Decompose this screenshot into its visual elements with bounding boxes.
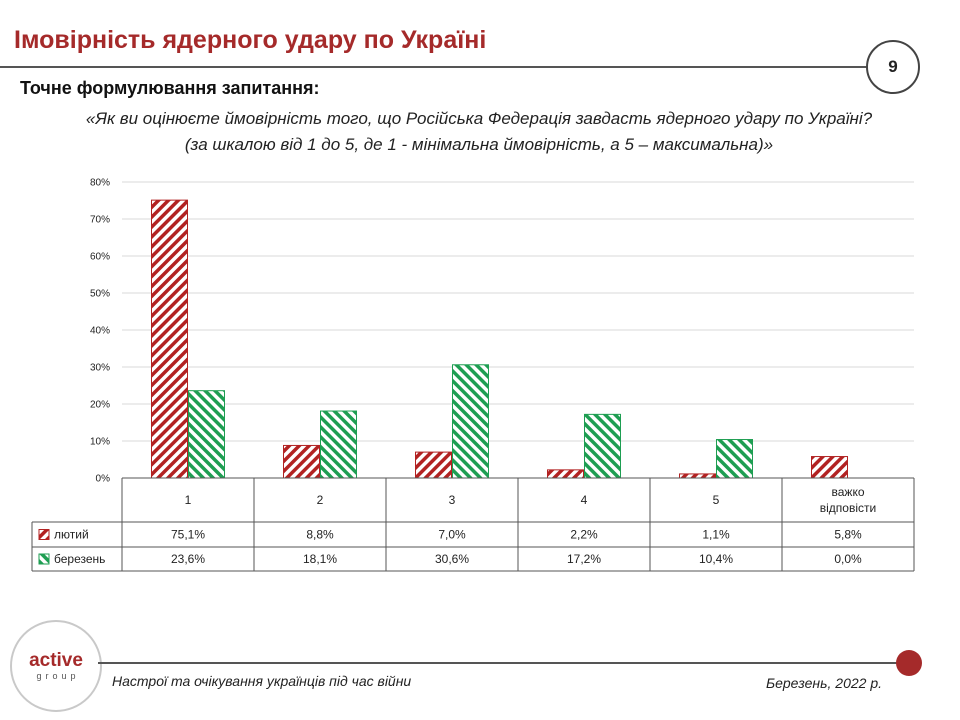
footer-divider: [98, 662, 904, 664]
page-number: 9: [888, 57, 898, 76]
page-title: Імовірність ядерного удару по Україні: [14, 26, 487, 54]
bar-березень-3: [584, 413, 621, 479]
data-value-label: 10,4%: [699, 552, 733, 566]
bar-лютий-4: [679, 473, 716, 479]
data-value-label: 5,8%: [834, 528, 862, 542]
legend-label: березень: [54, 552, 105, 566]
x-category-label: 5: [713, 493, 720, 507]
data-value-label: 0,0%: [834, 552, 862, 566]
logo-wordmark: active: [29, 650, 83, 671]
x-category-label: важко: [832, 485, 865, 499]
data-value-label: 17,2%: [567, 552, 601, 566]
y-tick-label: 0%: [96, 474, 111, 485]
question-line-1: «Як ви оцінюєте ймовірність того, що Рос…: [85, 109, 873, 128]
y-tick-label: 80%: [90, 178, 110, 189]
data-value-label: 75,1%: [171, 528, 205, 542]
x-category-label: 2: [317, 493, 324, 507]
y-tick-label: 30%: [90, 363, 110, 374]
active-group-logo: active group: [10, 620, 102, 712]
x-category-label: відповісти: [820, 501, 876, 515]
data-value-label: 7,0%: [438, 528, 466, 542]
y-tick-label: 70%: [90, 215, 110, 226]
footer-survey-title: Настрої та очікування українців під час …: [112, 673, 412, 689]
y-tick-label: 20%: [90, 400, 110, 411]
y-tick-label: 10%: [90, 437, 110, 448]
data-value-label: 8,8%: [306, 528, 334, 542]
page-number-badge: 9: [866, 40, 920, 94]
footer-dot: [896, 650, 922, 676]
bar-лютий-1: [283, 444, 320, 479]
legend-key-березень: [38, 553, 50, 565]
legend-key-лютий: [38, 529, 50, 540]
x-category-label: 1: [185, 493, 192, 507]
y-tick-label: 50%: [90, 289, 110, 300]
legend-label: лютий: [54, 528, 89, 542]
bar-березень-4: [716, 439, 753, 479]
data-value-label: 1,1%: [702, 528, 730, 542]
bar-лютий-5: [811, 456, 848, 479]
title-divider: [0, 66, 868, 68]
data-value-label: 2,2%: [570, 528, 598, 542]
bar-лютий-2: [415, 451, 452, 479]
bar-лютий-3: [547, 469, 584, 479]
question-heading: Точне формулювання запитання:: [20, 78, 320, 98]
x-category-label: 3: [449, 493, 456, 507]
y-tick-label: 40%: [90, 326, 110, 337]
x-category-label: 4: [581, 493, 588, 507]
bar-березень-0: [188, 390, 225, 479]
y-tick-label: 60%: [90, 252, 110, 263]
data-value-label: 23,6%: [171, 552, 205, 566]
bar-березень-2: [452, 364, 489, 479]
data-value-label: 30,6%: [435, 552, 469, 566]
bar-лютий-0: [151, 199, 188, 479]
question-text: «Як ви оцінюєте ймовірність того, що Рос…: [20, 106, 938, 158]
question-line-2: (за шкалою від 1 до 5, де 1 - мінімальна…: [184, 135, 774, 154]
bar-березень-1: [320, 410, 357, 479]
footer-date: Березень, 2022 р.: [765, 675, 882, 691]
data-value-label: 18,1%: [303, 552, 337, 566]
logo-subtext: group: [36, 671, 80, 681]
